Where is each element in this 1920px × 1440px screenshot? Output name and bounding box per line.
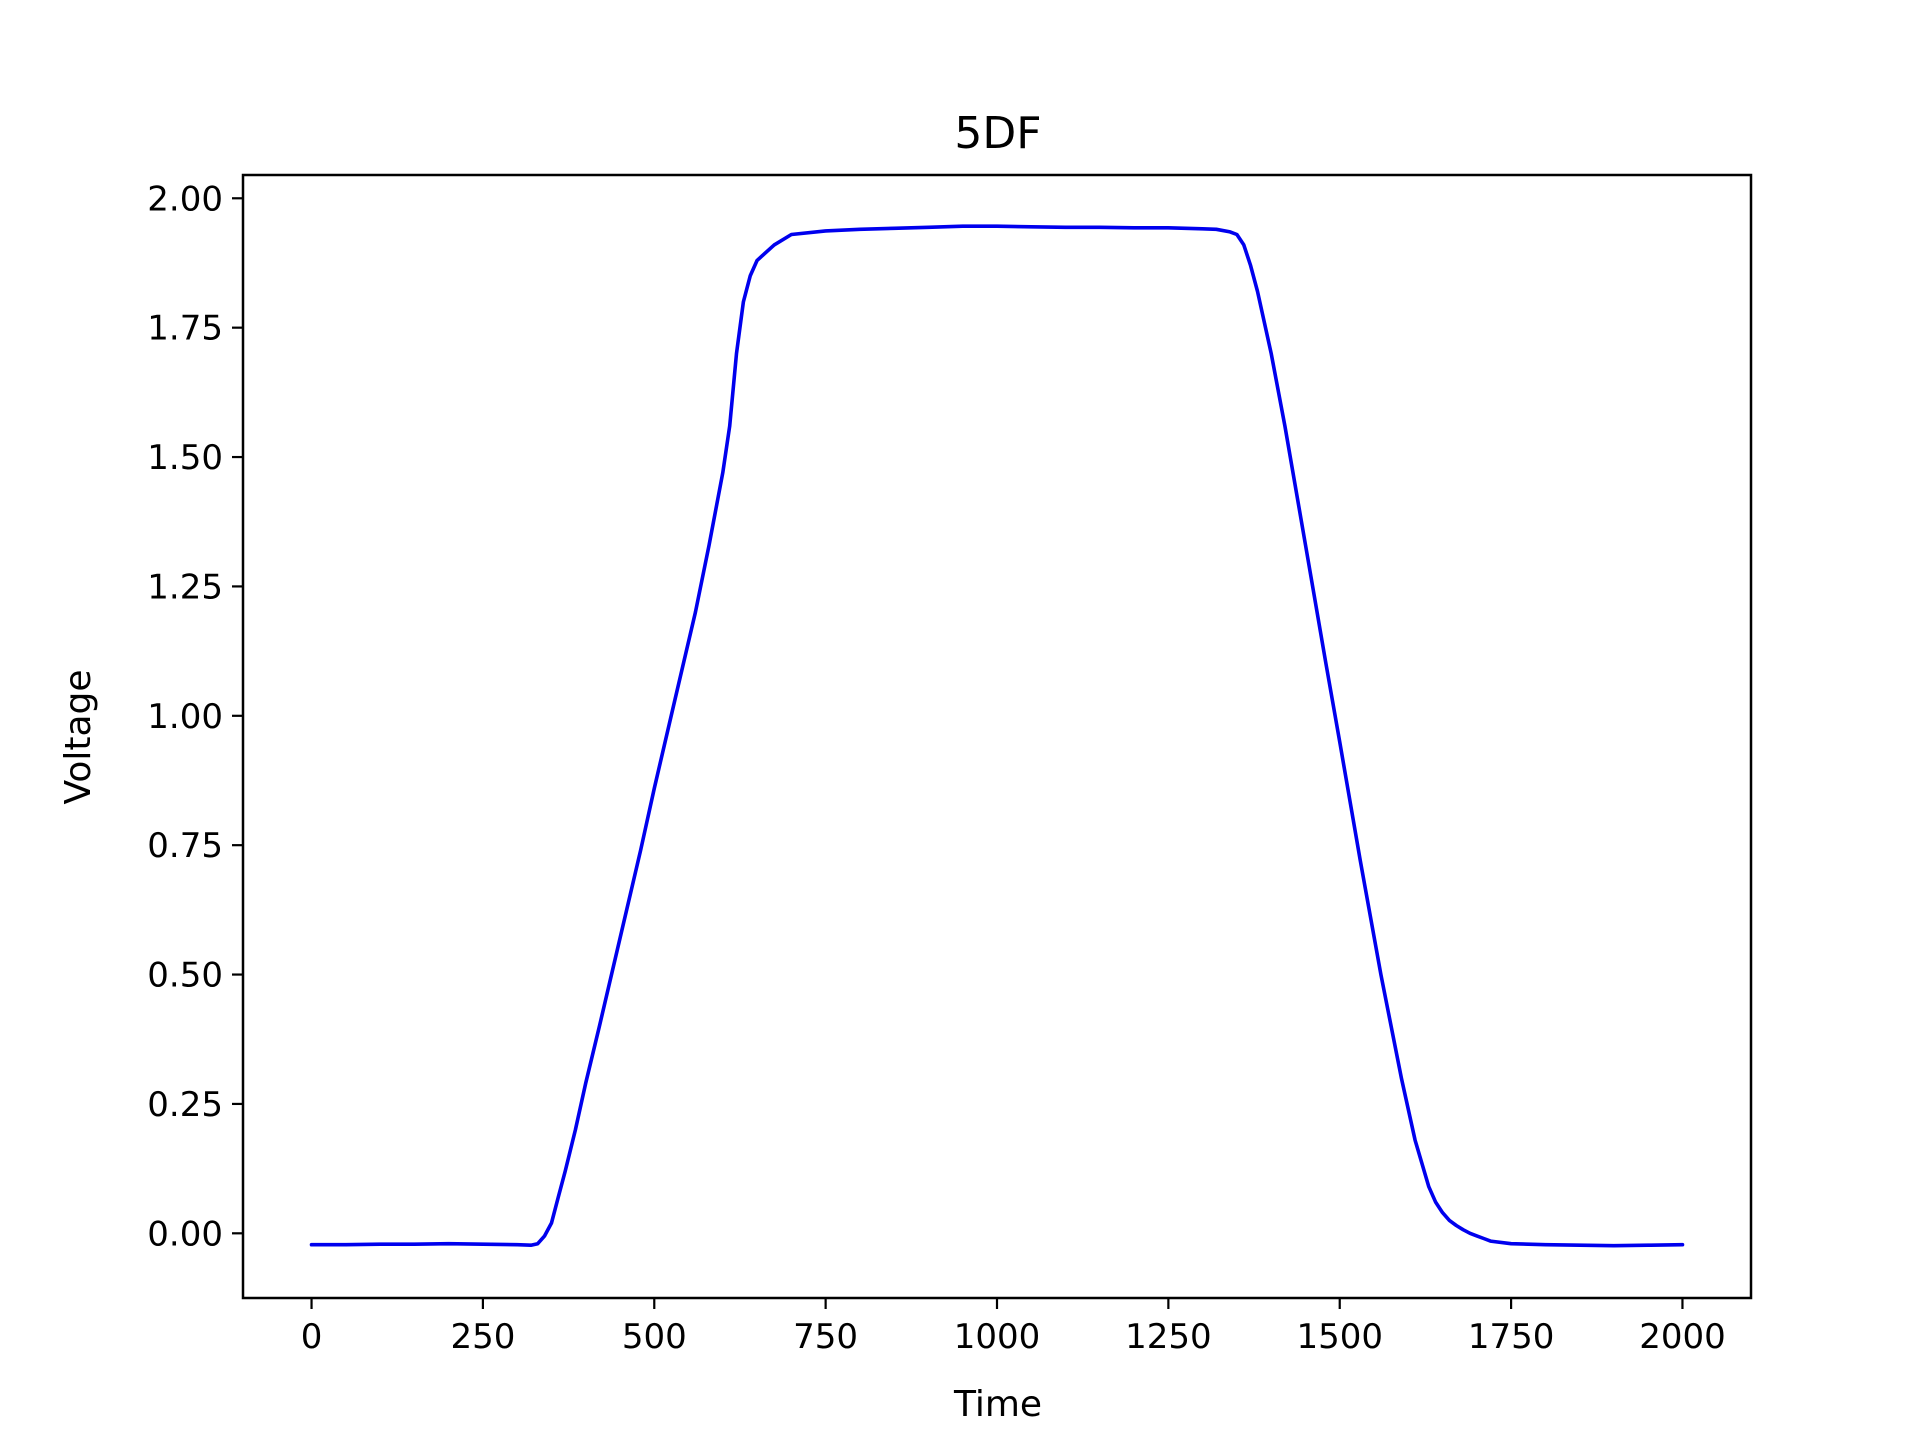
y-tick-label: 1.25 — [147, 567, 223, 607]
y-tick-label: 1.75 — [147, 309, 223, 349]
y-tick-label: 0.50 — [147, 956, 223, 996]
y-axis-label: Voltage — [58, 669, 99, 804]
plot-area — [243, 175, 1751, 1298]
x-tick-label: 0 — [301, 1317, 323, 1357]
y-tick-label: 0.75 — [147, 826, 223, 866]
y-tick-label: 0.00 — [147, 1214, 223, 1254]
plot-frame — [241, 173, 1753, 1300]
chart-title: 5DF — [954, 108, 1041, 159]
x-axis-label: Time — [953, 1384, 1042, 1425]
y-tick-label: 2.00 — [147, 179, 223, 219]
x-tick-label: 250 — [450, 1317, 515, 1357]
series-line-0 — [309, 224, 1685, 1248]
x-tick-label: 1250 — [1125, 1317, 1212, 1357]
y-axis: 0.00 0.25 0.50 0.75 1.00 1.25 1.50 1.75 2.00 — [147, 179, 243, 1254]
x-tick-label: 2000 — [1639, 1317, 1726, 1357]
x-tick-label: 500 — [622, 1317, 687, 1357]
x-axis: 0 250 500 750 1000 1250 1500 1750 2000 — [301, 1298, 1726, 1357]
series-group — [309, 224, 1685, 1248]
x-tick-label: 1000 — [954, 1317, 1041, 1357]
y-tick-label: 0.25 — [147, 1085, 223, 1125]
y-tick-label: 1.50 — [147, 438, 223, 478]
y-tick-label: 1.00 — [147, 697, 223, 737]
x-tick-label: 750 — [793, 1317, 858, 1357]
x-tick-label: 1500 — [1296, 1317, 1383, 1357]
x-tick-label: 1750 — [1468, 1317, 1555, 1357]
